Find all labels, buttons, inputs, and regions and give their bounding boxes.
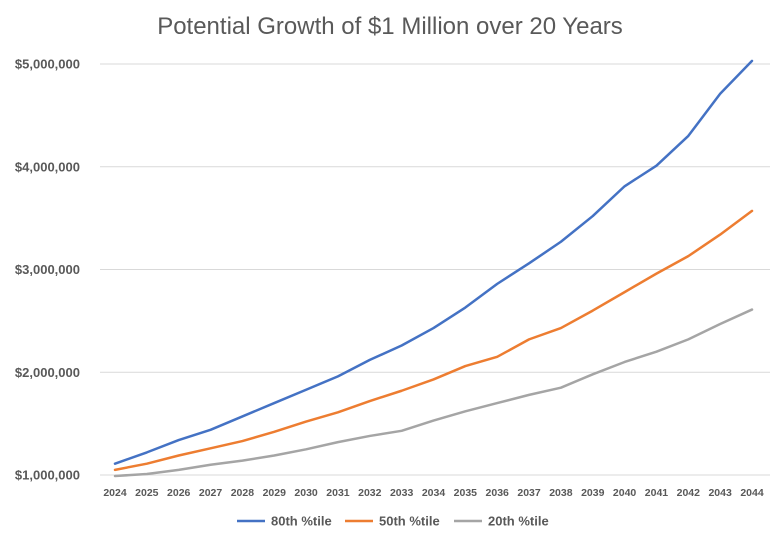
x-tick-label: 2031 <box>326 487 350 499</box>
series-line-1 <box>113 59 754 465</box>
x-tick-label: 2033 <box>390 487 414 499</box>
series-line-2 <box>113 209 754 472</box>
legend-label: 20th %tile <box>488 514 549 529</box>
x-tick-label: 2043 <box>708 487 732 499</box>
x-tick-label: 2040 <box>613 487 637 499</box>
y-tick-label: $3,000,000 <box>15 262 80 277</box>
x-tick-label: 2037 <box>517 487 541 499</box>
y-tick-label: $5,000,000 <box>15 57 80 72</box>
legend-label: 80th %tile <box>271 514 332 529</box>
x-tick-label: 2027 <box>199 487 223 499</box>
chart-title: Potential Growth of $1 Million over 20 Y… <box>157 13 623 40</box>
legend-label: 50th %tile <box>379 514 440 529</box>
y-tick-label: $4,000,000 <box>15 159 80 174</box>
x-tick-label: 2029 <box>263 487 287 499</box>
x-tick-label: 2036 <box>486 487 510 499</box>
x-tick-label: 2026 <box>167 487 191 499</box>
x-tick-label: 2028 <box>231 487 255 499</box>
x-tick-label: 2035 <box>454 487 478 499</box>
y-tick-label: $2,000,000 <box>15 365 80 380</box>
x-tick-label: 2030 <box>294 487 318 499</box>
x-tick-label: 2034 <box>422 487 446 499</box>
y-axis-tick-labels: $1,000,000 $2,000,000 $3,000,000 $4,000,000… <box>15 57 80 483</box>
y-tick-label: $1,000,000 <box>15 468 80 483</box>
legend: 80th %tile 50th %tile 20th %tile <box>237 514 549 529</box>
x-tick-label: 2041 <box>645 487 669 499</box>
x-tick-label: 2042 <box>677 487 701 499</box>
x-tick-label: 2024 <box>103 487 127 499</box>
x-tick-label: 2025 <box>135 487 159 499</box>
x-axis-tick-labels: 2024 2025 2026 2027 2028 2029 2030 2031 2032 2033… <box>103 487 764 499</box>
x-tick-label: 2039 <box>581 487 605 499</box>
x-tick-label: 2044 <box>740 487 764 499</box>
series-lines <box>113 59 754 478</box>
series-line-3 <box>113 308 754 478</box>
x-tick-label: 2038 <box>549 487 573 499</box>
x-tick-label: 2032 <box>358 487 382 499</box>
gridlines <box>100 63 770 476</box>
